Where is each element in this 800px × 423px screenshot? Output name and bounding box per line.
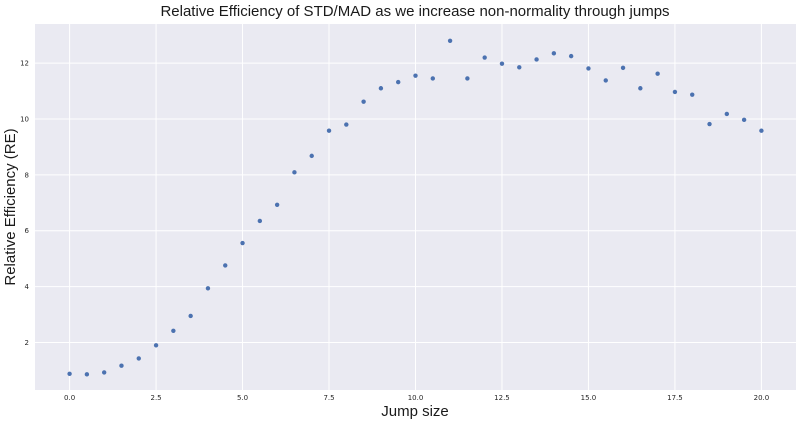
- data-point: [638, 86, 643, 91]
- data-point: [205, 286, 211, 291]
- x-tick-label: 10.0: [408, 394, 424, 402]
- data-point: [482, 55, 487, 60]
- data-point: [188, 313, 193, 319]
- data-point: [396, 79, 401, 85]
- data-point: [274, 202, 280, 207]
- data-point: [309, 153, 314, 159]
- data-point: [568, 53, 574, 59]
- data-point: [447, 38, 453, 43]
- data-point: [724, 111, 730, 117]
- data-point: [586, 66, 591, 71]
- data-point: [153, 343, 159, 348]
- data-point: [136, 356, 141, 361]
- data-point: [759, 128, 764, 133]
- data-point: [171, 328, 176, 333]
- data-point: [326, 128, 332, 133]
- data-point: [344, 122, 349, 127]
- x-tick-label: 20.0: [754, 394, 770, 402]
- data-point: [257, 218, 263, 224]
- x-tick-label: 0.0: [64, 394, 75, 402]
- y-tick-label: 2: [25, 339, 29, 347]
- x-tick-label: 17.5: [667, 394, 683, 402]
- y-tick-labels: 2 4 6 8 10 12: [20, 60, 29, 347]
- data-point: [655, 71, 660, 76]
- data-point: [741, 117, 747, 123]
- data-point: [690, 92, 695, 97]
- y-tick-label: 6: [25, 227, 30, 235]
- data-point: [430, 76, 435, 81]
- x-tick-label: 5.0: [237, 394, 248, 402]
- data-point: [465, 76, 470, 81]
- y-tick-label: 12: [20, 60, 29, 68]
- x-tick-labels: 0.0 2.5 5.0 7.5 10.0 12.5 15.0 17.5 20.0: [64, 394, 769, 402]
- x-tick-label: 2.5: [150, 394, 161, 402]
- x-tick-label: 7.5: [323, 394, 334, 402]
- data-point: [223, 263, 228, 268]
- data-point: [707, 121, 712, 127]
- x-tick-label: 15.0: [581, 394, 597, 402]
- chart-title: Relative Efficiency of STD/MAD as we inc…: [160, 3, 669, 20]
- grid-lines: [35, 24, 796, 390]
- data-point: [413, 73, 418, 78]
- data-point: [551, 51, 557, 56]
- data-point: [672, 89, 678, 95]
- data-points: [67, 38, 764, 377]
- y-tick-label: 10: [20, 115, 29, 123]
- data-point: [603, 78, 608, 83]
- data-point: [292, 170, 297, 175]
- data-point: [378, 86, 384, 91]
- data-point: [534, 57, 539, 62]
- y-tick-label: 4: [25, 283, 30, 291]
- y-axis-label: Relative Efficiency (RE): [2, 128, 19, 285]
- data-point: [620, 65, 626, 71]
- y-tick-label: 8: [25, 171, 29, 179]
- data-point: [67, 371, 72, 376]
- x-axis-label: Jump size: [381, 403, 449, 420]
- data-point: [101, 370, 107, 375]
- data-point: [119, 363, 124, 368]
- x-tick-label: 12.5: [494, 394, 510, 402]
- data-point: [499, 61, 505, 66]
- data-point: [517, 65, 522, 70]
- data-point: [361, 99, 366, 104]
- data-point: [84, 372, 90, 377]
- data-point: [240, 240, 245, 246]
